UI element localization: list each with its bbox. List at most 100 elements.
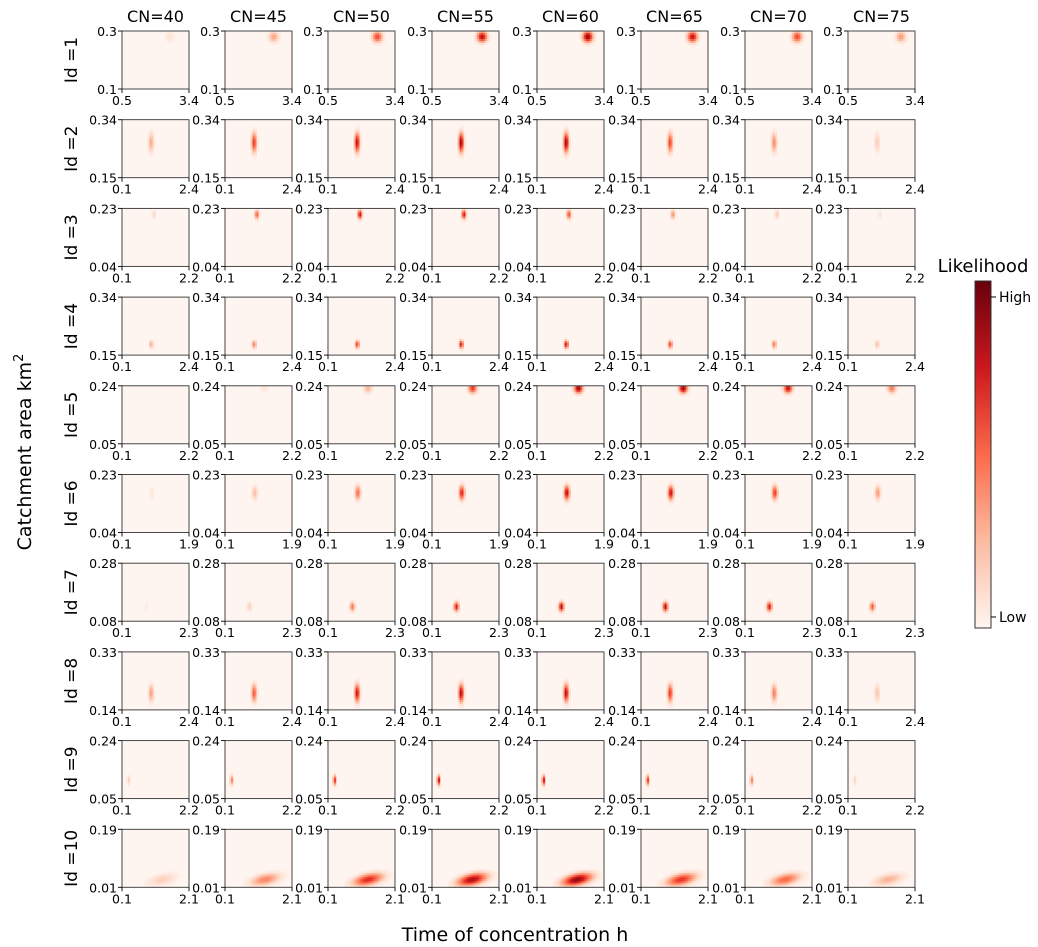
heat-cell bbox=[873, 496, 876, 499]
heat-cell bbox=[893, 33, 896, 36]
heat-cell bbox=[686, 873, 689, 876]
heat-cell bbox=[592, 33, 595, 36]
heat-cell bbox=[331, 780, 335, 783]
heat-cell bbox=[149, 486, 152, 489]
heat-cell bbox=[151, 701, 154, 705]
y-tick-label-min: 0.1 bbox=[720, 82, 740, 97]
heat-cell bbox=[369, 881, 372, 884]
heat-cell bbox=[355, 341, 358, 344]
heat-cell bbox=[572, 391, 575, 395]
heat-cell bbox=[750, 774, 754, 777]
heat-cell bbox=[353, 881, 356, 884]
heat-cell bbox=[564, 343, 567, 346]
heat-cell bbox=[169, 877, 172, 880]
heat-cell bbox=[889, 389, 892, 393]
heat-cell bbox=[381, 31, 384, 34]
heat-cell bbox=[776, 147, 779, 151]
heat-cell bbox=[361, 871, 364, 874]
panel-frame bbox=[744, 119, 813, 179]
panel-id5-cn65: 0.240.050.1 2.2 bbox=[608, 379, 718, 463]
x-tick-label-min: 0.1 bbox=[631, 714, 651, 729]
heat-cell bbox=[670, 484, 673, 487]
panel-frame bbox=[640, 296, 709, 356]
heat-cell bbox=[246, 883, 249, 886]
heat-cell bbox=[660, 603, 664, 606]
heat-cell bbox=[457, 697, 460, 701]
heat-cell bbox=[278, 33, 281, 36]
heat-cell bbox=[473, 869, 476, 872]
heat-cell bbox=[353, 883, 356, 886]
heat-cell bbox=[873, 601, 876, 604]
heat-cell bbox=[147, 699, 150, 703]
heat-cell bbox=[772, 141, 775, 145]
heat-cell bbox=[147, 343, 150, 346]
panel-id4-cn75: 0.340.150.1 2.4 bbox=[815, 290, 925, 374]
heat-cell bbox=[766, 879, 769, 882]
heat-cell bbox=[149, 133, 152, 137]
heat-cell bbox=[485, 877, 488, 880]
heat-cell bbox=[477, 885, 480, 888]
heat-cell bbox=[333, 780, 337, 783]
heat-cell bbox=[357, 343, 360, 346]
heat-cell bbox=[363, 871, 366, 874]
heat-cell bbox=[568, 218, 571, 221]
heat-cell bbox=[674, 216, 677, 219]
heat-cell bbox=[682, 881, 685, 884]
heat-cell bbox=[457, 131, 460, 135]
heat-cell bbox=[790, 883, 793, 886]
heat-cell bbox=[666, 695, 669, 699]
heat-cell bbox=[766, 603, 769, 606]
heat-cell bbox=[566, 701, 569, 705]
row-label-id-3: Id =3 bbox=[62, 214, 82, 260]
heat-cell bbox=[566, 135, 569, 139]
heat-cell bbox=[455, 883, 458, 886]
heat-cell bbox=[768, 877, 771, 880]
heat-cell bbox=[582, 885, 585, 888]
heat-cell bbox=[790, 387, 793, 391]
heat-cell bbox=[359, 691, 362, 695]
heat-cell bbox=[871, 611, 874, 614]
heat-cell bbox=[165, 39, 168, 42]
heat-cell bbox=[582, 35, 585, 38]
heat-cell bbox=[682, 875, 685, 878]
heat-cell bbox=[274, 37, 277, 40]
heat-cell bbox=[254, 218, 257, 221]
heat-cell bbox=[897, 875, 900, 878]
heat-cell bbox=[461, 155, 464, 159]
panel-frame bbox=[121, 562, 190, 622]
heat-cell bbox=[282, 879, 285, 882]
heat-cell bbox=[877, 693, 880, 697]
heat-cell bbox=[248, 609, 251, 612]
heat-cell bbox=[780, 873, 783, 876]
heat-cell bbox=[254, 681, 257, 685]
heat-cell bbox=[768, 611, 771, 614]
heat-cell bbox=[473, 873, 476, 876]
heat-cell bbox=[670, 490, 673, 493]
heat-cell bbox=[686, 35, 689, 38]
heat-cell bbox=[147, 881, 150, 884]
heat-cell bbox=[558, 879, 561, 882]
heat-cell bbox=[770, 689, 773, 693]
heat-cell bbox=[485, 33, 488, 36]
heat-cell bbox=[274, 39, 277, 42]
heat-cell bbox=[542, 782, 546, 785]
heat-cell bbox=[568, 151, 571, 155]
heat-cell bbox=[877, 339, 880, 342]
heat-cell bbox=[361, 873, 364, 876]
heat-cell bbox=[672, 875, 675, 878]
heat-cell bbox=[477, 871, 480, 874]
heat-cell bbox=[363, 875, 366, 878]
panel-frame bbox=[431, 651, 500, 711]
heat-cell bbox=[353, 695, 356, 699]
heat-cell bbox=[254, 208, 257, 211]
heat-cell bbox=[666, 496, 669, 499]
heat-cell bbox=[564, 339, 567, 342]
heat-cell bbox=[704, 873, 707, 876]
heat-cell bbox=[459, 145, 462, 149]
heat-cell bbox=[594, 873, 597, 876]
heat-cell bbox=[487, 873, 490, 876]
heat-cell bbox=[343, 881, 347, 884]
y-tick-label-max: 0.3 bbox=[823, 24, 843, 39]
heat-cell bbox=[562, 339, 565, 342]
heat-cell bbox=[678, 885, 681, 888]
